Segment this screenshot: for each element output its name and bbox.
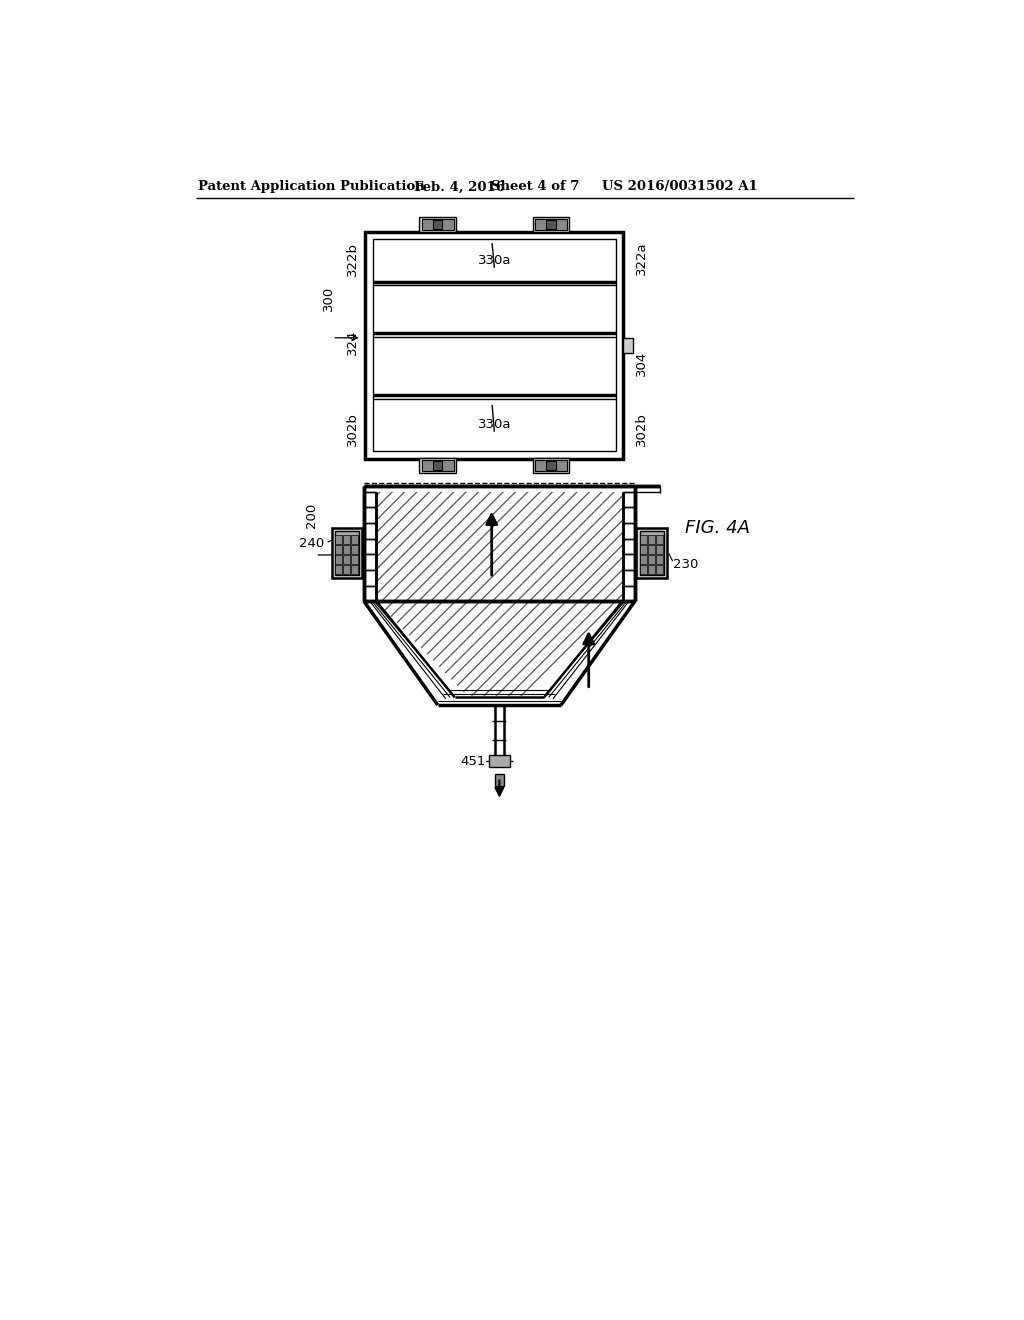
Bar (655, 545, 663, 554)
Bar (419, 458, 457, 474)
Text: 302b: 302b (635, 412, 648, 446)
Bar (336, 545, 342, 554)
Bar (640, 535, 647, 544)
Bar (343, 554, 350, 564)
Bar (336, 565, 342, 574)
Bar (336, 535, 342, 544)
Bar (351, 565, 357, 574)
Bar (637, 528, 668, 578)
Bar (648, 535, 655, 544)
Text: 330a: 330a (477, 253, 511, 267)
Text: 324: 324 (346, 330, 359, 355)
Bar (433, 220, 442, 230)
Bar (648, 554, 655, 564)
Bar (419, 216, 457, 232)
Text: C  A: C A (502, 529, 528, 543)
Bar (532, 216, 569, 232)
Text: FIG. 4A: FIG. 4A (685, 519, 750, 537)
Text: 322b: 322b (346, 242, 359, 276)
Text: 300: 300 (322, 285, 335, 312)
Bar (655, 535, 663, 544)
Text: Sheet 4 of 7: Sheet 4 of 7 (490, 181, 580, 194)
Text: 322a: 322a (635, 242, 648, 276)
Bar (640, 554, 647, 564)
Bar (332, 528, 362, 578)
Bar (343, 545, 350, 554)
Bar (335, 531, 359, 576)
Bar (535, 461, 567, 471)
Bar (433, 461, 442, 470)
Bar (655, 554, 663, 564)
Text: 302b: 302b (346, 412, 359, 446)
Bar (648, 545, 655, 554)
Bar (422, 461, 454, 471)
Bar (336, 554, 342, 564)
Polygon shape (376, 492, 623, 696)
Text: 240: 240 (299, 536, 324, 549)
Bar (351, 535, 357, 544)
Text: US 2016/0031502 A1: US 2016/0031502 A1 (602, 181, 758, 194)
Polygon shape (376, 492, 623, 696)
Bar (343, 565, 350, 574)
Bar (547, 461, 556, 470)
Bar (648, 565, 655, 574)
Bar (532, 458, 569, 474)
Bar (640, 565, 647, 574)
Text: 304: 304 (635, 351, 648, 376)
Text: 200: 200 (305, 503, 318, 528)
Bar (495, 774, 504, 785)
Text: Feb. 4, 2016: Feb. 4, 2016 (414, 181, 505, 194)
Text: 230: 230 (674, 558, 698, 572)
Polygon shape (376, 492, 623, 696)
Bar (373, 239, 615, 451)
Bar (655, 565, 663, 574)
Bar (640, 531, 665, 576)
Bar (488, 755, 510, 767)
Bar (624, 338, 633, 354)
Bar (343, 535, 350, 544)
Bar (422, 219, 454, 230)
Text: 330a: 330a (477, 418, 511, 432)
Bar (640, 545, 647, 554)
Bar (351, 554, 357, 564)
Text: Patent Application Publication: Patent Application Publication (199, 181, 425, 194)
Bar (366, 231, 624, 459)
Text: 451: 451 (460, 755, 485, 768)
Bar (351, 545, 357, 554)
Bar (535, 219, 567, 230)
Bar (547, 220, 556, 230)
